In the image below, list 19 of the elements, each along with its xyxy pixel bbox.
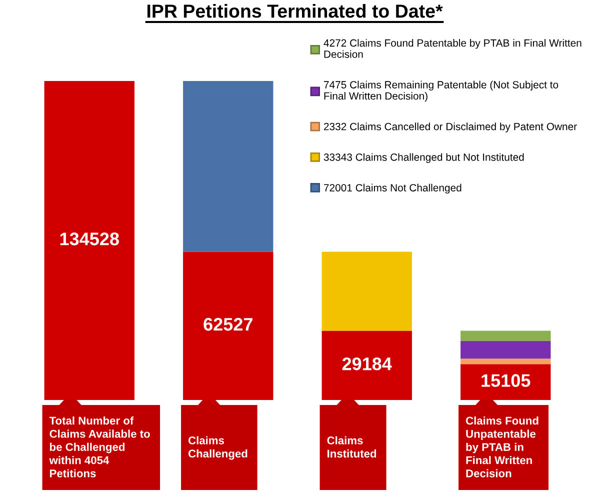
x-tick-label: Claims Found Unpatentable by PTAB in Final Written Decision (466, 416, 538, 478)
legend-label: 7475 Claims Remaining Patentable (Not Subject to Final Written Decision) (324, 80, 558, 102)
legend-label: 2332 Claims Cancelled or Disclaimed by Patent Owner (324, 122, 577, 132)
bar (322, 252, 412, 331)
data-label: 15105 (482, 374, 530, 387)
bar (460, 340, 551, 359)
data-label: 62527 (204, 318, 252, 331)
bar (460, 330, 551, 341)
chart-title: IPR Petitions Terminated to Date* (147, 4, 443, 18)
data-label: 134528 (60, 232, 119, 246)
legend-label: 33343 Claims Challenged but Not Instituted (324, 153, 524, 163)
bar (183, 80, 274, 252)
legend-label: 4272 Claims Found Patentable by PTAB in Final Written Decision (324, 39, 582, 58)
bar (460, 358, 551, 364)
x-tick-label: Claims Instituted (327, 436, 376, 458)
x-tick-label: Claims Challenged (188, 436, 248, 460)
legend-label: 72001 Claims Not Challenged (324, 184, 462, 194)
x-tick-label: Total Number of Claims Available to be Challenged within 4054 Petitions (49, 416, 150, 478)
data-label: 29184 (342, 357, 392, 370)
